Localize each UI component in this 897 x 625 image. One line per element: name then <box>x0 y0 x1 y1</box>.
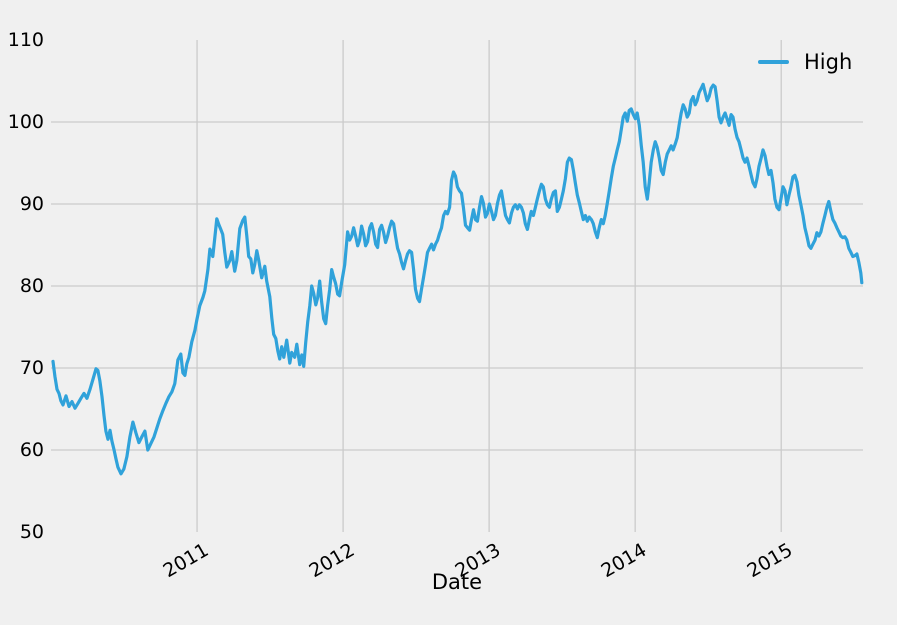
legend-line-swatch <box>758 60 789 64</box>
y-tick-label: 90 <box>19 193 44 215</box>
series-line-high <box>51 82 864 476</box>
y-tick-label: 70 <box>19 357 44 379</box>
legend-label-high: High <box>804 50 853 74</box>
y-tick-label: 80 <box>19 275 44 297</box>
y-tick-label: 100 <box>7 111 44 133</box>
legend: High <box>758 48 852 76</box>
x-axis-title: Date <box>431 570 483 594</box>
y-tick-label: 50 <box>19 521 44 543</box>
y-tick-label: 110 <box>7 29 44 51</box>
y-tick-label: 60 <box>19 439 44 461</box>
